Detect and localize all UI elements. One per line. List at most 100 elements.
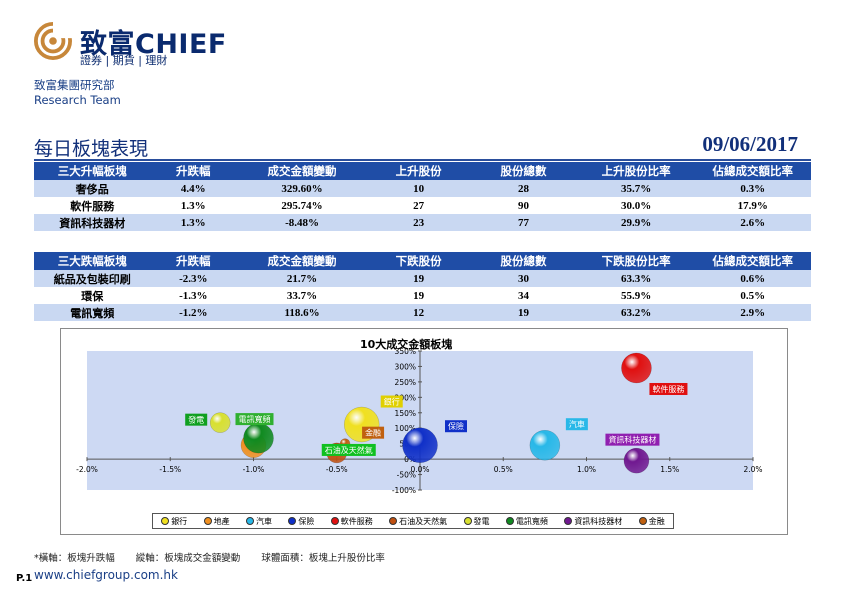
page-title: 每日板塊表現 xyxy=(34,138,149,160)
y-tick-label: 300% xyxy=(395,362,416,371)
legend-marker-icon xyxy=(203,517,212,525)
table-header-row: 三大跌幅板塊 升跌幅 成交金額變動 下跌股份 股份總數 下跌股份比率 佔總成交額… xyxy=(34,252,811,270)
table-cell: -1.2% xyxy=(150,304,237,321)
table-cell: 17.9% xyxy=(694,197,811,214)
table-cell: 30 xyxy=(469,270,578,287)
column-header: 成交金額變動 xyxy=(236,252,369,270)
chart-footnote: *橫軸：板塊升跌幅 縱軸：板塊成交金額變動 球體面積：板塊上升股份比率 xyxy=(34,550,403,564)
y-tick-label: 200% xyxy=(395,393,416,402)
footnote-y-axis: 縱軸：板塊成交金額變動 xyxy=(135,553,241,564)
bubble-label: 保險 xyxy=(448,421,464,431)
column-header: 股份總數 xyxy=(469,252,578,270)
legend-label: 發電 xyxy=(473,516,490,526)
legend-label: 汽車 xyxy=(255,516,272,526)
top-gainers-table: 三大升幅板塊 升跌幅 成交金額變動 上升股份 股份總數 上升股份比率 佔總成交額… xyxy=(34,162,811,231)
table-row: 電訊寬頻 -1.2% 118.6% 12 19 63.2% 2.9% xyxy=(34,304,811,321)
footnote-x-axis: 橫軸：板塊升跌幅 xyxy=(38,553,115,564)
sector-name: 環保 xyxy=(34,287,151,304)
column-header: 佔總成交額比率 xyxy=(694,162,811,180)
table-cell: 118.6% xyxy=(236,304,369,321)
legend-label: 資訊科技器材 xyxy=(574,516,623,526)
bubble-label-box xyxy=(321,443,376,456)
column-header: 三大跌幅板塊 xyxy=(34,252,151,270)
y-tick-label: 350% xyxy=(395,347,416,356)
column-header: 升跌幅 xyxy=(150,252,237,270)
table-row: 軟件服務 1.3% 295.74% 27 90 30.0% 17.9% xyxy=(34,197,811,214)
legend-marker-icon xyxy=(564,517,573,525)
x-tick-label: -1.5% xyxy=(159,465,181,474)
bubble-3 xyxy=(402,427,438,463)
website-link[interactable]: www.chiefgroup.com.hk xyxy=(34,568,178,582)
bubble-label: 軟件服務 xyxy=(652,384,684,394)
table-cell: 12 xyxy=(368,304,470,321)
column-header: 下跌股份 xyxy=(368,252,470,270)
bubble-7 xyxy=(243,422,274,454)
table-header-row: 三大升幅板塊 升跌幅 成交金額變動 上升股份 股份總數 上升股份比率 佔總成交額… xyxy=(34,162,811,180)
y-tick-label: 100% xyxy=(395,424,416,433)
table-cell: 55.9% xyxy=(577,287,695,304)
bubble-2 xyxy=(529,429,561,461)
brand-name: 致富CHIEF xyxy=(80,22,227,61)
table-cell: 4.4% xyxy=(150,180,237,197)
table-cell: 0.6% xyxy=(694,270,811,287)
legend-item: 資訊科技器材 xyxy=(564,516,622,527)
x-tick-label: 0.0% xyxy=(410,465,429,474)
legend-item: 發電 xyxy=(463,516,490,527)
table-cell: 34 xyxy=(469,287,578,304)
legend-item: 石油及天然氣 xyxy=(389,516,447,527)
column-header: 上升股份 xyxy=(368,162,470,180)
bubble-6 xyxy=(209,412,231,433)
y-tick-label: 250% xyxy=(395,378,416,387)
legend-marker-icon xyxy=(330,517,339,525)
legend-marker-icon xyxy=(638,517,647,525)
bubble-label-box xyxy=(649,382,688,395)
x-tick-label: 0.5% xyxy=(494,465,513,474)
sector-name: 紙品及包裝印刷 xyxy=(34,270,151,287)
legend-item: 保險 xyxy=(288,516,314,527)
bubble-label: 金融 xyxy=(365,428,381,438)
legend-label: 金融 xyxy=(648,516,665,526)
brand-subtitle: 證券 | 期貨 | 理財 xyxy=(80,54,168,67)
department: 致富集團研究部 Research Team xyxy=(34,78,121,108)
brand-name-en: CHIEF xyxy=(135,29,227,60)
table-cell: 0.5% xyxy=(694,287,811,304)
bubble-4 xyxy=(621,352,652,384)
legend-item: 金融 xyxy=(638,516,665,527)
column-header: 股份總數 xyxy=(469,162,578,180)
bubble-label: 資訊科技器材 xyxy=(608,435,656,445)
sector-name: 奢侈品 xyxy=(34,180,151,197)
legend-label: 銀行 xyxy=(171,516,188,526)
table-cell: 90 xyxy=(469,197,578,214)
bubble-label: 電訊寬頻 xyxy=(238,414,270,424)
column-header: 上升股份比率 xyxy=(577,162,695,180)
table-cell: 2.6% xyxy=(694,214,811,231)
sector-name: 軟件服務 xyxy=(34,197,151,214)
x-tick-label: 1.0% xyxy=(577,465,596,474)
table-cell: 29.9% xyxy=(577,214,695,231)
table-cell: 27 xyxy=(368,197,470,214)
page-number: P.1 xyxy=(16,573,33,584)
column-header: 三大升幅板塊 xyxy=(34,162,151,180)
chart-legend: 銀行 地產 汽車 保險 軟件服務 石油及天然氣 發電 電訊寬頻 資訊科技器材 金融 xyxy=(152,513,674,529)
y-tick-label: 0% xyxy=(404,455,416,464)
title-divider xyxy=(34,159,811,161)
bubble-label-box xyxy=(362,426,385,439)
legend-marker-icon xyxy=(463,517,472,525)
footnote-bubble: 球體面積：板塊上升股份比率 xyxy=(261,553,385,564)
y-tick-label: -50% xyxy=(397,471,416,480)
sector-name: 資訊科技器材 xyxy=(34,214,151,231)
bubble-label: 石油及天然氣 xyxy=(325,445,373,455)
legend-item: 地產 xyxy=(203,516,230,527)
legend-marker-icon xyxy=(161,517,170,525)
table-cell: 30.0% xyxy=(577,197,695,214)
top-losers-table: 三大跌幅板塊 升跌幅 成交金額變動 下跌股份 股份總數 下跌股份比率 佔總成交額… xyxy=(34,252,811,321)
table-cell: 19 xyxy=(469,304,578,321)
table-cell: 1.3% xyxy=(150,214,237,231)
table-row: 環保 -1.3% 33.7% 19 34 55.9% 0.5% xyxy=(34,287,811,304)
table-cell: 77 xyxy=(469,214,578,231)
legend-marker-icon xyxy=(245,517,254,525)
y-tick-label: -100% xyxy=(392,486,416,495)
table-cell: 2.9% xyxy=(694,304,811,321)
table-cell: 10 xyxy=(368,180,470,197)
department-cn: 致富集團研究部 xyxy=(34,78,115,92)
